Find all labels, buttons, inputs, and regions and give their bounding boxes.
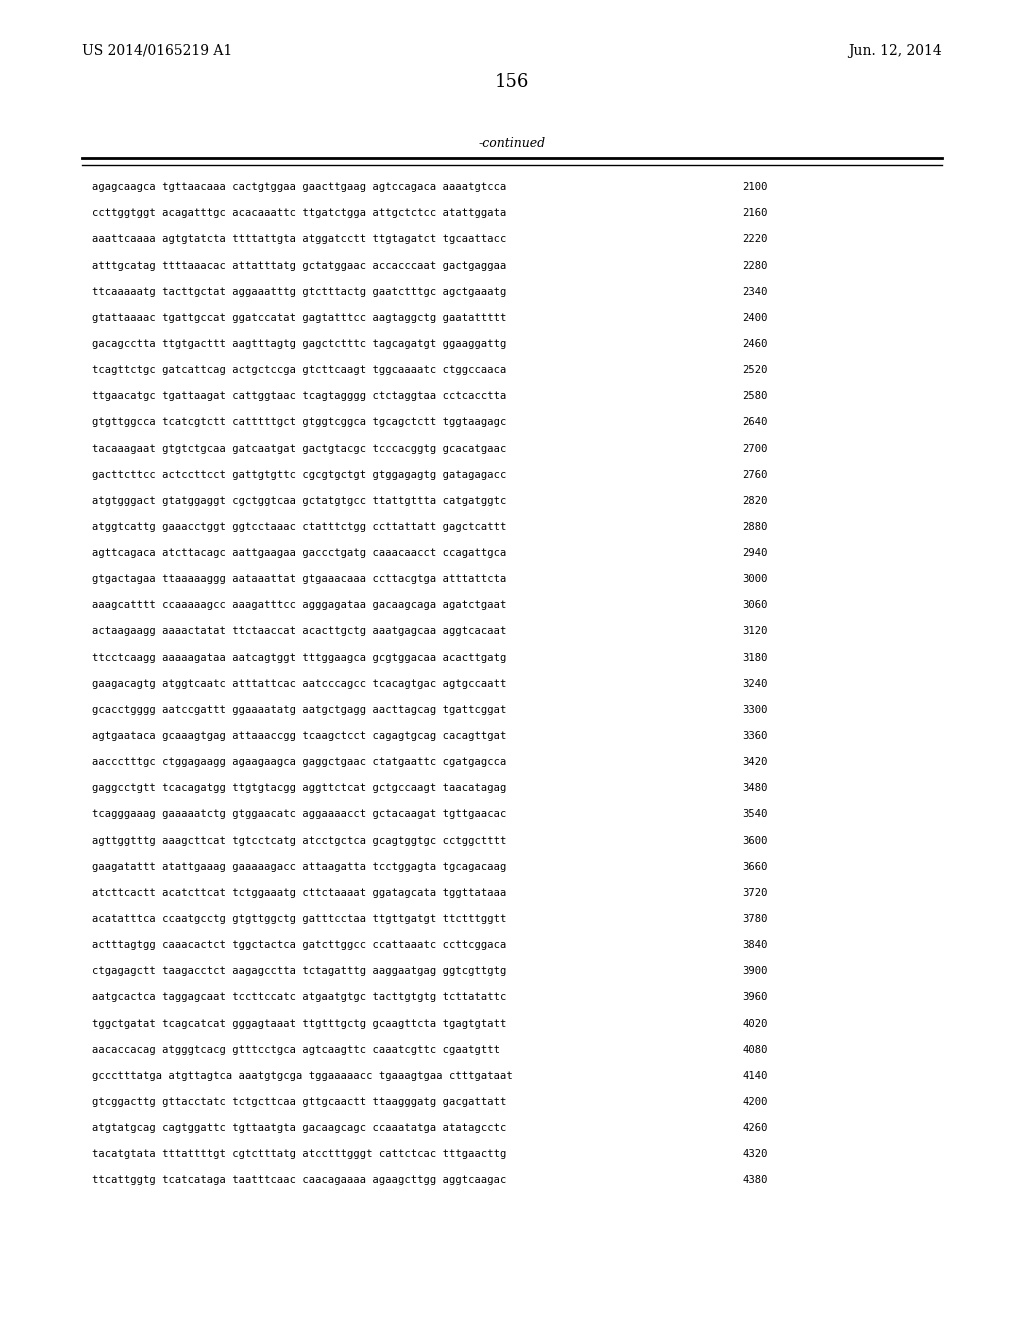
Text: 156: 156 [495,73,529,91]
Text: Jun. 12, 2014: Jun. 12, 2014 [848,44,942,58]
Text: ttgaacatgc tgattaagat cattggtaac tcagtagggg ctctaggtaa cctcacctta: ttgaacatgc tgattaagat cattggtaac tcagtag… [92,391,507,401]
Text: atgtatgcag cagtggattc tgttaatgta gacaagcagc ccaaatatga atatagcctc: atgtatgcag cagtggattc tgttaatgta gacaagc… [92,1123,507,1133]
Text: 4020: 4020 [742,1019,768,1028]
Text: 3540: 3540 [742,809,768,820]
Text: 3000: 3000 [742,574,768,585]
Text: atttgcatag ttttaaacac attatttatg gctatggaac accacccaat gactgaggaa: atttgcatag ttttaaacac attatttatg gctatgg… [92,260,507,271]
Text: agtgaataca gcaaagtgag attaaaccgg tcaagctcct cagagtgcag cacagttgat: agtgaataca gcaaagtgag attaaaccgg tcaagct… [92,731,507,741]
Text: 3060: 3060 [742,601,768,610]
Text: 3780: 3780 [742,913,768,924]
Text: 2820: 2820 [742,496,768,506]
Text: gcacctgggg aatccgattt ggaaaatatg aatgctgagg aacttagcag tgattcggat: gcacctgggg aatccgattt ggaaaatatg aatgctg… [92,705,507,715]
Text: 3660: 3660 [742,862,768,871]
Text: atgtgggact gtatggaggt cgctggtcaa gctatgtgcc ttattgttta catgatggtc: atgtgggact gtatggaggt cgctggtcaa gctatgt… [92,496,507,506]
Text: 3600: 3600 [742,836,768,846]
Text: 2520: 2520 [742,366,768,375]
Text: 3480: 3480 [742,783,768,793]
Text: agagcaagca tgttaacaaa cactgtggaa gaacttgaag agtccagaca aaaatgtcca: agagcaagca tgttaacaaa cactgtggaa gaacttg… [92,182,507,193]
Text: 4380: 4380 [742,1175,768,1185]
Text: aaattcaaaa agtgtatcta ttttattgta atggatcctt ttgtagatct tgcaattacc: aaattcaaaa agtgtatcta ttttattgta atggatc… [92,235,507,244]
Text: tacatgtata tttattttgt cgtctttatg atcctttgggt cattctcac tttgaacttg: tacatgtata tttattttgt cgtctttatg atccttt… [92,1150,507,1159]
Text: 3240: 3240 [742,678,768,689]
Text: gaggcctgtt tcacagatgg ttgtgtacgg aggttctcat gctgccaagt taacatagag: gaggcctgtt tcacagatgg ttgtgtacgg aggttct… [92,783,507,793]
Text: 2400: 2400 [742,313,768,323]
Text: 2640: 2640 [742,417,768,428]
Text: tcagttctgc gatcattcag actgctccga gtcttcaagt tggcaaaatc ctggccaaca: tcagttctgc gatcattcag actgctccga gtcttca… [92,366,507,375]
Text: 2280: 2280 [742,260,768,271]
Text: gccctttatga atgttagtca aaatgtgcga tggaaaaacc tgaaagtgaa ctttgataat: gccctttatga atgttagtca aaatgtgcga tggaaa… [92,1071,513,1081]
Text: ttcaaaaatg tacttgctat aggaaatttg gtctttactg gaatctttgc agctgaaatg: ttcaaaaatg tacttgctat aggaaatttg gtcttta… [92,286,507,297]
Text: ttcattggtg tcatcataga taatttcaac caacagaaaa agaagcttgg aggtcaagac: ttcattggtg tcatcataga taatttcaac caacaga… [92,1175,507,1185]
Text: gacttcttcc actccttcct gattgtgttc cgcgtgctgt gtggagagtg gatagagacc: gacttcttcc actccttcct gattgtgttc cgcgtgc… [92,470,507,479]
Text: 2220: 2220 [742,235,768,244]
Text: ccttggtggt acagatttgc acacaaattc ttgatctgga attgctctcc atattggata: ccttggtggt acagatttgc acacaaattc ttgatct… [92,209,507,218]
Text: gaagatattt atattgaaag gaaaaagacc attaagatta tcctggagta tgcagacaag: gaagatattt atattgaaag gaaaaagacc attaaga… [92,862,507,871]
Text: 3180: 3180 [742,652,768,663]
Text: 4260: 4260 [742,1123,768,1133]
Text: aatgcactca taggagcaat tccttccatc atgaatgtgc tacttgtgtg tcttatattc: aatgcactca taggagcaat tccttccatc atgaatg… [92,993,507,1002]
Text: ttcctcaagg aaaaagataa aatcagtggt tttggaagca gcgtggacaa acacttgatg: ttcctcaagg aaaaagataa aatcagtggt tttggaa… [92,652,507,663]
Text: gtgactagaa ttaaaaaggg aataaattat gtgaaacaaa ccttacgtga atttattcta: gtgactagaa ttaaaaaggg aataaattat gtgaaac… [92,574,507,585]
Text: 3900: 3900 [742,966,768,977]
Text: gacagcctta ttgtgacttt aagtttagtg gagctctttc tagcagatgt ggaaggattg: gacagcctta ttgtgacttt aagtttagtg gagctct… [92,339,507,348]
Text: 3840: 3840 [742,940,768,950]
Text: aaccctttgc ctggagaagg agaagaagca gaggctgaac ctatgaattc cgatgagcca: aaccctttgc ctggagaagg agaagaagca gaggctg… [92,758,507,767]
Text: 4200: 4200 [742,1097,768,1107]
Text: tcagggaaag gaaaaatctg gtggaacatc aggaaaacct gctacaagat tgttgaacac: tcagggaaag gaaaaatctg gtggaacatc aggaaaa… [92,809,507,820]
Text: atcttcactt acatcttcat tctggaaatg cttctaaaat ggatagcata tggttataaa: atcttcactt acatcttcat tctggaaatg cttctaa… [92,888,507,898]
Text: 4080: 4080 [742,1044,768,1055]
Text: gtgttggcca tcatcgtctt catttttgct gtggtcggca tgcagctctt tggtaagagc: gtgttggcca tcatcgtctt catttttgct gtggtcg… [92,417,507,428]
Text: 2340: 2340 [742,286,768,297]
Text: 4320: 4320 [742,1150,768,1159]
Text: gtattaaaac tgattgccat ggatccatat gagtatttcc aagtaggctg gaatattttt: gtattaaaac tgattgccat ggatccatat gagtatt… [92,313,507,323]
Text: tggctgatat tcagcatcat gggagtaaat ttgtttgctg gcaagttcta tgagtgtatt: tggctgatat tcagcatcat gggagtaaat ttgtttg… [92,1019,507,1028]
Text: 2160: 2160 [742,209,768,218]
Text: agttcagaca atcttacagc aattgaagaa gaccctgatg caaacaacct ccagattgca: agttcagaca atcttacagc aattgaagaa gaccctg… [92,548,507,558]
Text: 3720: 3720 [742,888,768,898]
Text: -continued: -continued [478,137,546,150]
Text: 2580: 2580 [742,391,768,401]
Text: tacaaagaat gtgtctgcaa gatcaatgat gactgtacgc tcccacggtg gcacatgaac: tacaaagaat gtgtctgcaa gatcaatgat gactgta… [92,444,507,454]
Text: actaagaagg aaaactatat ttctaaccat acacttgctg aaatgagcaa aggtcacaat: actaagaagg aaaactatat ttctaaccat acacttg… [92,627,507,636]
Text: ctgagagctt taagacctct aagagcctta tctagatttg aaggaatgag ggtcgttgtg: ctgagagctt taagacctct aagagcctta tctagat… [92,966,507,977]
Text: aacaccacag atgggtcacg gtttcctgca agtcaagttc caaatcgttc cgaatgttt: aacaccacag atgggtcacg gtttcctgca agtcaag… [92,1044,500,1055]
Text: gaagacagtg atggtcaatc atttattcac aatcccagcc tcacagtgac agtgccaatt: gaagacagtg atggtcaatc atttattcac aatccca… [92,678,507,689]
Text: US 2014/0165219 A1: US 2014/0165219 A1 [82,44,232,58]
Text: 2940: 2940 [742,548,768,558]
Text: actttagtgg caaacactct tggctactca gatcttggcc ccattaaatc ccttcggaca: actttagtgg caaacactct tggctactca gatcttg… [92,940,507,950]
Text: 2760: 2760 [742,470,768,479]
Text: agttggtttg aaagcttcat tgtcctcatg atcctgctca gcagtggtgc cctggctttt: agttggtttg aaagcttcat tgtcctcatg atcctgc… [92,836,507,846]
Text: 3300: 3300 [742,705,768,715]
Text: 3120: 3120 [742,627,768,636]
Text: aaagcatttt ccaaaaagcc aaagatttcc agggagataa gacaagcaga agatctgaat: aaagcatttt ccaaaaagcc aaagatttcc agggaga… [92,601,507,610]
Text: 2460: 2460 [742,339,768,348]
Text: 3360: 3360 [742,731,768,741]
Text: gtcggacttg gttacctatc tctgcttcaa gttgcaactt ttaagggatg gacgattatt: gtcggacttg gttacctatc tctgcttcaa gttgcaa… [92,1097,507,1107]
Text: 2700: 2700 [742,444,768,454]
Text: 2100: 2100 [742,182,768,193]
Text: 2880: 2880 [742,521,768,532]
Text: 3420: 3420 [742,758,768,767]
Text: 3960: 3960 [742,993,768,1002]
Text: 4140: 4140 [742,1071,768,1081]
Text: acatatttca ccaatgcctg gtgttggctg gatttcctaa ttgttgatgt ttctttggtt: acatatttca ccaatgcctg gtgttggctg gatttcc… [92,913,507,924]
Text: atggtcattg gaaacctggt ggtcctaaac ctatttctgg ccttattatt gagctcattt: atggtcattg gaaacctggt ggtcctaaac ctatttc… [92,521,507,532]
